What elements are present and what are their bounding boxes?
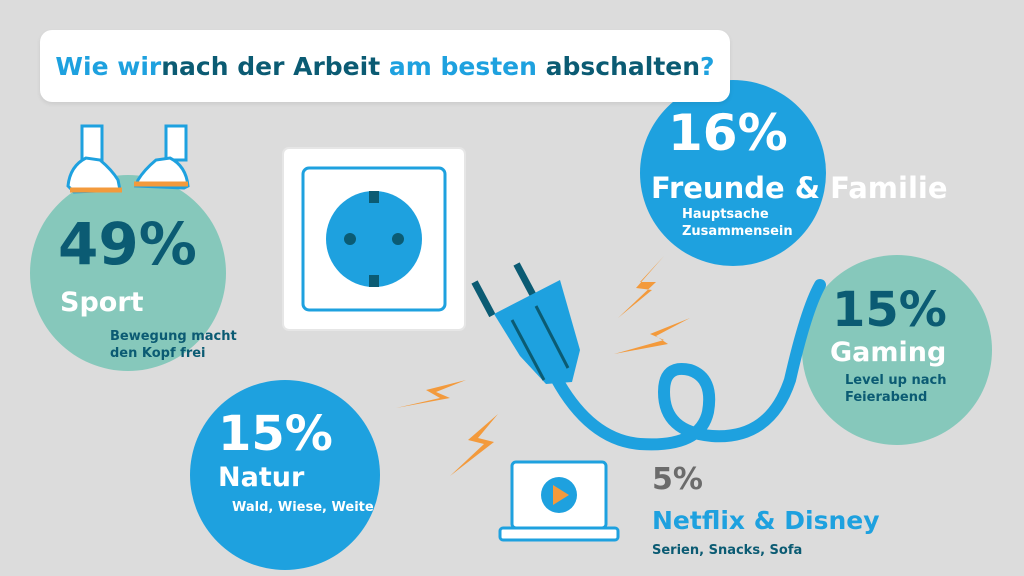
gaming-desc-line2: Feierabend: [845, 390, 928, 405]
natur-label: Natur: [218, 462, 305, 493]
title-part-1: Wie wir: [55, 51, 162, 81]
netflix-desc: Serien, Snacks, Sofa: [652, 543, 803, 558]
lightning-bolt-icon: [396, 256, 690, 476]
title-part-3: am besten: [380, 51, 546, 81]
natur-circle: [190, 380, 380, 570]
sport-desc-line2: den Kopf frei: [110, 346, 206, 361]
sport-percent: 49%: [58, 210, 197, 278]
plug-cable: [550, 279, 826, 451]
natur-percent: 15%: [218, 406, 333, 462]
natur-desc: Wald, Wiese, Weite: [232, 500, 374, 515]
freunde-label: Freunde & Familie: [651, 171, 948, 205]
unplugged-plug-icon: [471, 262, 580, 384]
freunde-percent: 16%: [668, 104, 788, 162]
wall-socket-icon: [282, 147, 466, 331]
title-part-5: ?: [700, 51, 715, 81]
sport-circle: [30, 175, 226, 371]
title-part-4: abschalten: [545, 51, 701, 81]
gaming-desc-line1: Level up nach: [845, 373, 947, 388]
title-part-2: nach der Arbeit: [161, 51, 381, 81]
title-banner: Wie wir nach der Arbeit am besten abscha…: [40, 30, 730, 102]
sneakers-icon: [66, 124, 190, 194]
freunde-circle: [640, 80, 826, 266]
sport-desc-line1: Bewegung macht: [110, 329, 237, 344]
gaming-label: Gaming: [830, 337, 947, 368]
sport-label: Sport: [60, 287, 144, 318]
freunde-desc-line1: Hauptsache: [682, 207, 769, 222]
netflix-label: Netflix & Disney: [652, 506, 880, 535]
netflix-percent: 5%: [652, 462, 703, 497]
laptop-play-icon: [498, 460, 620, 542]
gaming-circle: [802, 255, 992, 445]
freunde-desc-line2: Zusammensein: [682, 224, 793, 239]
gaming-percent: 15%: [832, 282, 947, 338]
